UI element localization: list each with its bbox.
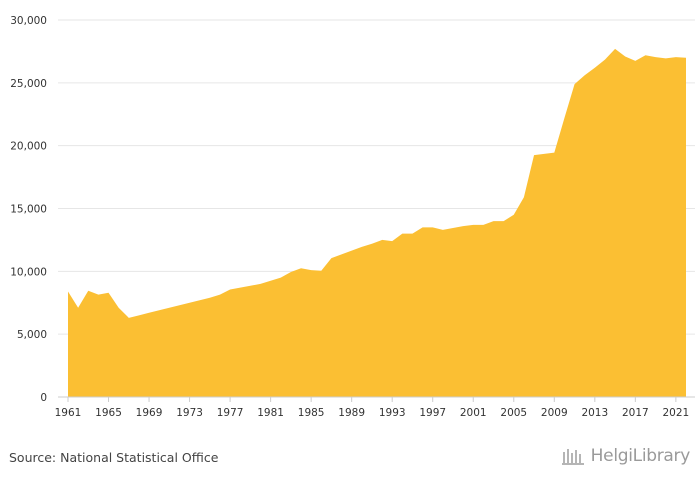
- series-area: [68, 48, 686, 398]
- x-axis: 1961 1965 1969 1973 1977 1981 1985 1989 1993 1997…: [55, 396, 695, 419]
- y-tick-label: 25,000: [10, 78, 47, 90]
- y-tick-label: 10,000: [10, 266, 47, 278]
- brand-logo: HelgiLibrary: [561, 446, 690, 466]
- x-tick-label: 2001: [460, 407, 487, 419]
- y-tick-label: 0: [40, 392, 47, 404]
- x-tick-label: 1989: [338, 407, 365, 419]
- x-tick-label: 1981: [257, 407, 284, 419]
- source-note: Source: National Statistical Office: [9, 450, 219, 465]
- x-tick-label: 2017: [622, 407, 649, 419]
- x-tick-label: 2013: [581, 407, 608, 419]
- y-axis: 0 5,000 10,000 15,000 20,000 25,000 30,000: [10, 15, 47, 404]
- y-tick-label: 30,000: [10, 15, 47, 27]
- x-tick-label: 1997: [419, 407, 446, 419]
- brand-name: HelgiLibrary: [590, 446, 691, 466]
- x-tick-label: 1973: [176, 407, 203, 419]
- x-tick-label: 1961: [55, 407, 82, 419]
- area-chart: 1961 1965 1969 1973 1977 1981 1985 1989 1993 1997…: [10, 15, 695, 419]
- x-tick-label: 1965: [95, 407, 122, 419]
- x-tick-label: 1977: [217, 407, 244, 419]
- y-tick-label: 15,000: [10, 204, 47, 216]
- x-tick-label: 1969: [136, 407, 163, 419]
- x-tick-label: 2005: [500, 407, 527, 419]
- y-tick-label: 5,000: [17, 329, 47, 341]
- x-tick-label: 2021: [663, 407, 690, 419]
- x-tick-label: 1985: [298, 407, 325, 419]
- x-tick-label: 1993: [379, 407, 406, 419]
- library-icon: [561, 449, 584, 465]
- y-tick-label: 20,000: [10, 141, 47, 153]
- x-tick-label: 2009: [541, 407, 568, 419]
